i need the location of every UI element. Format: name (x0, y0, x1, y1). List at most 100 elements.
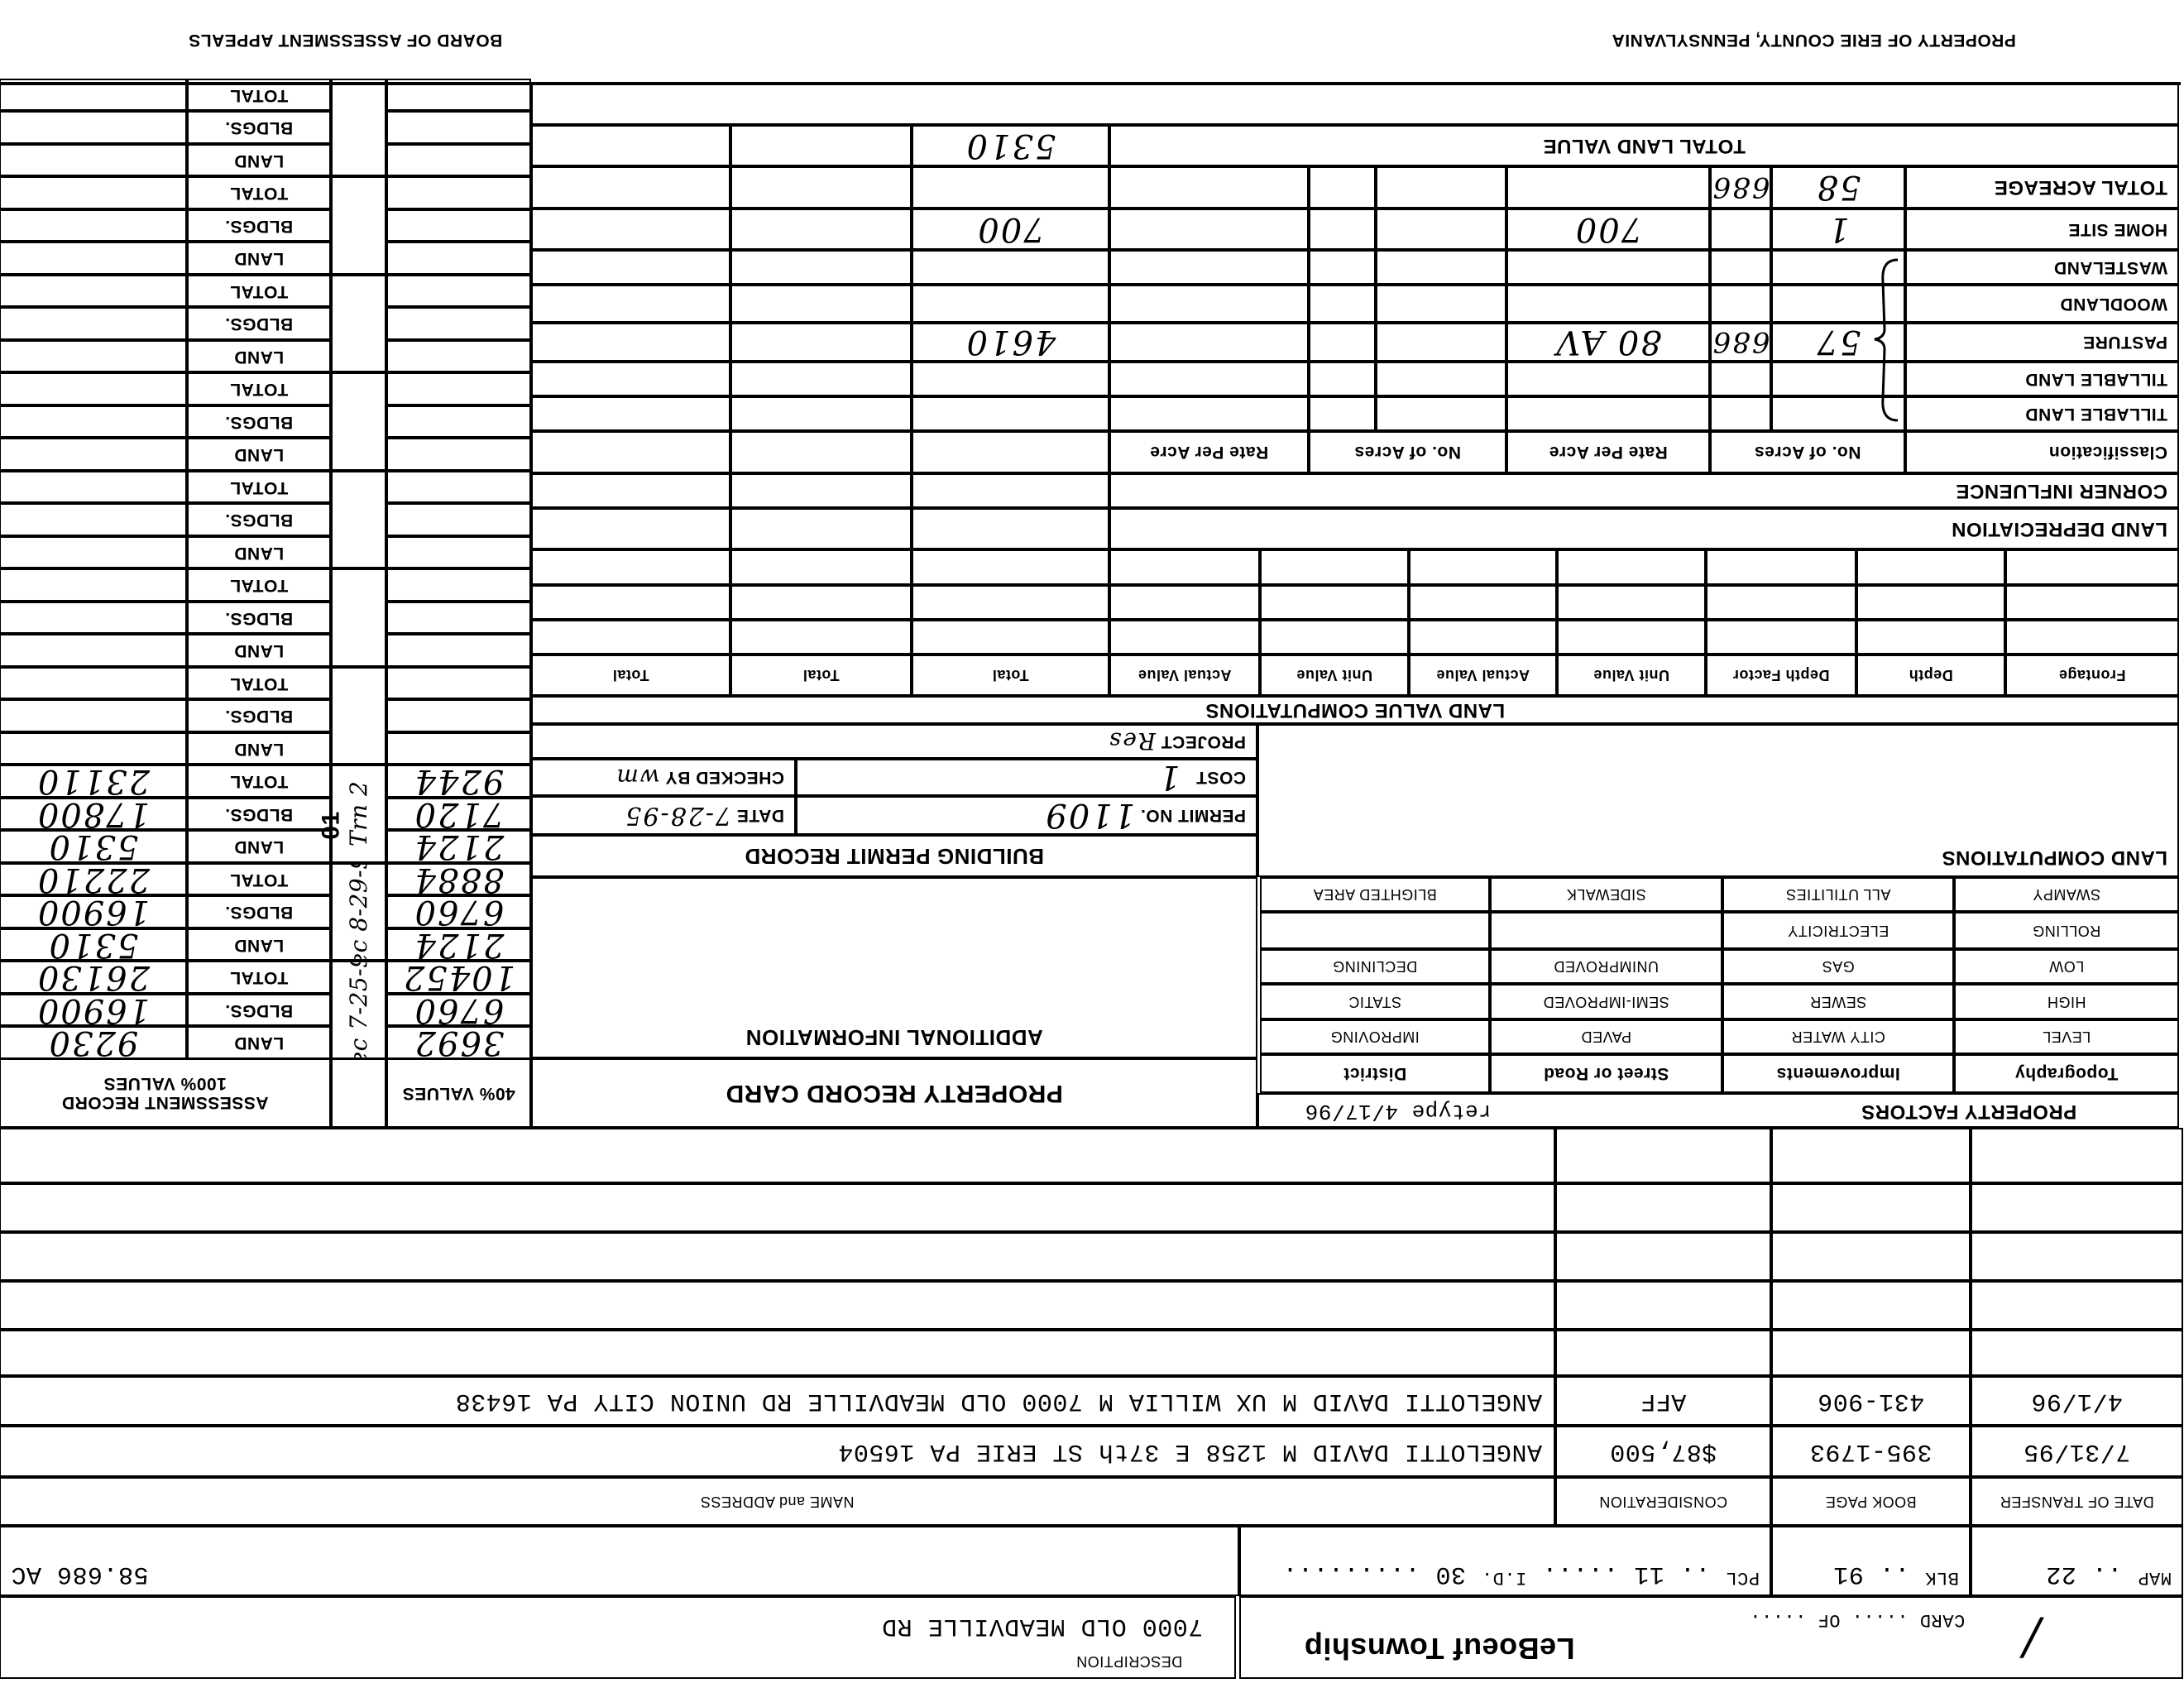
assessment-value-100 (0, 536, 187, 569)
cell (1309, 362, 1376, 396)
assessment-value-100: 26130 (0, 961, 187, 994)
cell (1109, 362, 1309, 396)
cell (531, 431, 730, 473)
permit-label: PERMIT NO. (1140, 806, 1246, 826)
assessment-row-label: BLDGS. (187, 111, 331, 144)
acres-decimal (1710, 396, 1771, 431)
transfer-blank-cell (1971, 1281, 2183, 1330)
assessment-annotation (331, 176, 386, 275)
cell (730, 508, 912, 549)
assessment-value-40: 3692 (386, 1026, 531, 1059)
assessment-value-40 (386, 602, 531, 635)
cell (1376, 285, 1506, 323)
classification-label: PASTURE (1905, 323, 2179, 362)
assessment-value-100 (0, 242, 187, 275)
assessment-value-40 (386, 275, 531, 308)
assessment-row-label: BLDGS. (187, 209, 331, 242)
assessment-value-100 (0, 732, 187, 765)
cell (531, 473, 730, 508)
assessment-value-40 (386, 536, 531, 569)
assessment-value-40 (386, 405, 531, 439)
transfer-blank-cell (0, 1232, 1555, 1281)
lvc-cell (1856, 585, 2005, 620)
lvc-header: Unit Value (1557, 655, 1706, 696)
acres-decimal (1710, 209, 1771, 250)
cell (1309, 209, 1376, 250)
acres-decimal: 686 (1710, 166, 1771, 209)
date-field: DATE 7-28-95 (531, 796, 796, 835)
lvc-cell (531, 620, 730, 655)
assessment-header-40: 40% VALUES (386, 1058, 531, 1128)
assessment-annotation (331, 372, 386, 471)
property-factor-option (1490, 912, 1722, 949)
transfer-blank-cell (1771, 1330, 1971, 1376)
lvc-cell (2005, 585, 2179, 620)
assessment-value-40 (386, 340, 531, 373)
assessment-value-100: 5310 (0, 928, 187, 961)
lvc-cell (2005, 549, 2179, 585)
assessment-value-100 (0, 144, 187, 177)
lvc-header: Depth (1856, 655, 2005, 696)
acres-header: No. of Acres (1309, 431, 1506, 473)
cell (1109, 166, 1309, 209)
board-header: BOARD OF ASSESSMENT APPEALS (188, 31, 503, 50)
assessment-row-label: LAND (187, 732, 331, 765)
cell (1309, 250, 1376, 285)
permit-no-field: PERMIT NO. 1109 (796, 796, 1257, 835)
acres-decimal (1710, 285, 1771, 323)
property-factor-option: BLIGHTED AREA (1260, 877, 1490, 912)
property-factor-option: UNIMPROVED (1490, 949, 1722, 984)
assessment-row-label: BLDGS. (187, 602, 331, 635)
cell (730, 323, 912, 362)
assessment-value-100: 16900 (0, 994, 187, 1027)
lvc-cell (531, 549, 730, 585)
classification-label: WOODLAND (1905, 285, 2179, 323)
assessment-header: ASSESSMENT RECORD 100% VALUES (0, 1058, 331, 1128)
assessment-value-100: 17800 (0, 798, 187, 831)
lvc-cell (1856, 549, 2005, 585)
pcl-label: PCL (1725, 1567, 1760, 1588)
assessment-row-label: TOTAL (187, 79, 331, 112)
land-value (912, 166, 1109, 209)
lvc-cell (1856, 620, 2005, 655)
transfer-blank-cell (0, 1330, 1555, 1376)
blk-label: BLK (1924, 1567, 1959, 1588)
lvc-cell (1409, 585, 1557, 620)
property-factor-option: HIGH (1954, 984, 2179, 1019)
cell (912, 431, 1109, 473)
assessment-row-label: TOTAL (187, 372, 331, 405)
lvc-cell (1260, 620, 1409, 655)
assessment-row-label: BLDGS. (187, 895, 331, 928)
transfer-blank-cell (1971, 1330, 2183, 1376)
card-mark: / (1977, 1601, 2085, 1676)
project-field: PROJECT Res (531, 724, 1257, 759)
project-label: PROJECT (1161, 732, 1246, 751)
assessment-row-label: LAND (187, 144, 331, 177)
lvc-cell (1706, 549, 1856, 585)
project-value: Res (1107, 727, 1156, 755)
land-value: 4610 (912, 323, 1109, 362)
map-field: MAP .. 22 (1971, 1526, 2183, 1596)
cost-label: COST (1195, 768, 1246, 788)
lvc-cell (912, 620, 1109, 655)
property-factor-option: CITY WATER (1722, 1019, 1954, 1054)
property-factor-option: LEVEL (1954, 1019, 2179, 1054)
cell (531, 166, 730, 209)
transfer-blank-cell (1555, 1183, 1771, 1232)
retype-note: retype 4/17/96 (1305, 1099, 1492, 1124)
transfer-blank-cell (1771, 1183, 1971, 1232)
assessment-row-label: BLDGS. (187, 994, 331, 1027)
assessment-row-label: BLDGS. (187, 307, 331, 340)
cell (1109, 209, 1309, 250)
lvc-cell (730, 585, 912, 620)
assessment-value-40: 9244 (386, 765, 531, 798)
assessment-value-40: 2124 (386, 928, 531, 961)
county-header: PROPERTY OF ERIE COUNTY, PENNSYLVANIA (1612, 31, 2016, 50)
cell (531, 285, 730, 323)
blk-value: 91 (1832, 1560, 1864, 1588)
transfer-header: DATE OF TRANSFER (1971, 1477, 2183, 1526)
cell (1109, 323, 1309, 362)
assessment-value-40 (386, 471, 531, 504)
transfer-consideration: $87,500 (1555, 1426, 1771, 1477)
assessment-annotation (331, 275, 386, 373)
